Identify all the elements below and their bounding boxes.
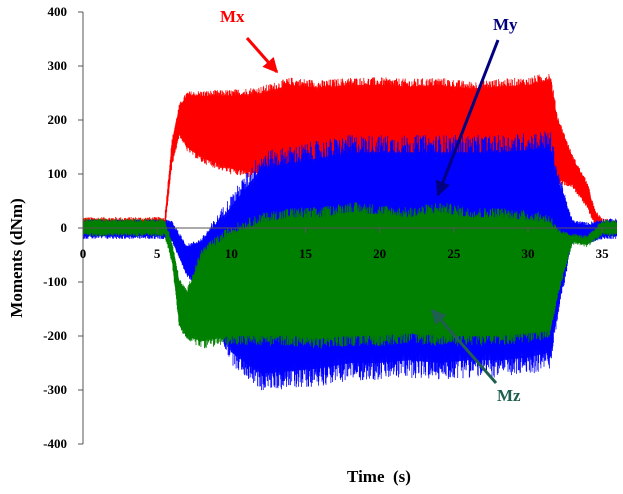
x-tick-label: 35	[596, 246, 610, 261]
x-tick-label: 25	[447, 246, 461, 261]
y-tick-label: -400	[43, 436, 67, 451]
y-tick-label: -300	[43, 382, 67, 397]
series-mz	[82, 202, 617, 349]
annotation-my-label: My	[493, 15, 518, 34]
y-tick-label: 100	[48, 166, 68, 181]
x-tick-label: 0	[80, 246, 87, 261]
x-tick-label: 15	[299, 246, 313, 261]
y-tick-label: -200	[43, 328, 67, 343]
y-axis-title: Moments (dNm)	[7, 198, 26, 317]
x-tick-label: 5	[154, 246, 161, 261]
x-tick-label: 30	[522, 246, 535, 261]
annotation-mx: Mx	[220, 7, 279, 74]
annotation-mz-arrow	[430, 308, 498, 384]
x-axis-title: Time (s)	[347, 467, 411, 486]
y-tick-label: 400	[48, 4, 68, 19]
x-tick-label: 20	[373, 246, 386, 261]
y-tick-label: -100	[43, 274, 67, 289]
annotation-mx-label: Mx	[220, 7, 245, 26]
annotation-mz: Mz	[430, 308, 521, 405]
y-tick-label: 0	[61, 220, 68, 235]
y-tick-label: 200	[48, 112, 68, 127]
annotation-mz-label: Mz	[497, 386, 521, 405]
y-tick-label: 300	[48, 58, 68, 73]
x-tick-label: 10	[225, 246, 238, 261]
annotation-my-arrow	[435, 39, 500, 197]
annotation-my: My	[435, 15, 518, 197]
annotation-mx-arrow	[245, 37, 279, 74]
axes-layer: -400 -300 -200 -100 0 100 200 300 400 0 5 10 15 20 25 3…	[43, 4, 617, 451]
series-layer	[82, 74, 617, 391]
series-signal-mz	[82, 202, 617, 349]
